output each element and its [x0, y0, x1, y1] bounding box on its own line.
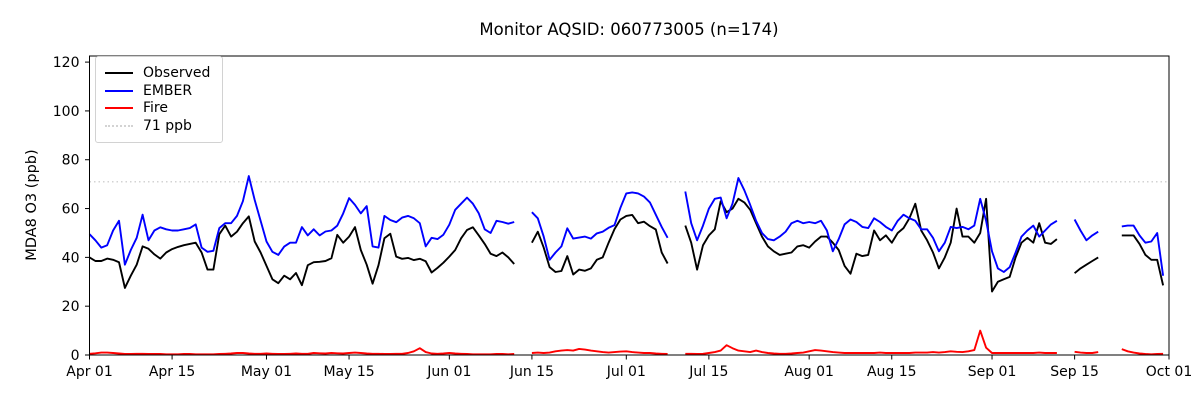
y-tick-label: 0	[71, 348, 80, 364]
legend-line-sample	[105, 89, 133, 92]
y-tick-label: 100	[53, 104, 80, 120]
legend-label: 71 ppb	[143, 118, 192, 135]
x-tick-label: Jul 15	[688, 364, 728, 380]
legend-label: Fire	[143, 100, 168, 117]
series-line-observed	[89, 197, 1165, 293]
x-tick-label: May 15	[323, 364, 374, 380]
y-tick-label: 120	[53, 55, 80, 71]
legend: Observed EMBER Fire 71 ppb	[95, 56, 224, 143]
x-tick-label: Jun 15	[509, 364, 554, 380]
axes-frame	[89, 55, 1170, 356]
x-tick-label: Sep 01	[968, 364, 1017, 380]
chart-title: Monitor AQSID: 060773005 (n=174)	[479, 20, 779, 39]
legend-row: EMBER	[105, 82, 210, 100]
x-tick-label: Jun 01	[426, 364, 471, 380]
y-tick-label: 60	[62, 202, 80, 218]
x-tick-label: May 01	[241, 364, 292, 380]
x-tick-label: Aug 15	[867, 364, 917, 380]
x-tick-label: Apr 15	[149, 364, 195, 380]
y-axis-label: MDA8 O3 (ppb)	[24, 149, 40, 261]
x-tick-label: Apr 01	[66, 364, 112, 380]
legend-row: 71 ppb	[105, 117, 210, 135]
x-tick-label: Aug 01	[784, 364, 834, 380]
legend-label: EMBER	[143, 82, 193, 99]
y-tick-label: 20	[62, 299, 80, 315]
x-tick-label: Sep 15	[1050, 364, 1099, 380]
legend-line-sample	[105, 125, 133, 128]
legend-line-sample	[105, 71, 133, 74]
legend-row: Observed	[105, 64, 210, 82]
x-tick-label: Jul 01	[606, 364, 646, 380]
y-tick-label: 80	[62, 153, 80, 169]
series-line-ember	[88, 175, 1165, 276]
series-line-fire	[89, 329, 1164, 356]
y-tick-label: 40	[62, 250, 80, 266]
legend-label: Observed	[143, 64, 211, 81]
legend-line-sample	[105, 107, 133, 110]
x-tick-label: Oct 01	[1146, 364, 1192, 380]
legend-row: Fire	[105, 100, 210, 118]
